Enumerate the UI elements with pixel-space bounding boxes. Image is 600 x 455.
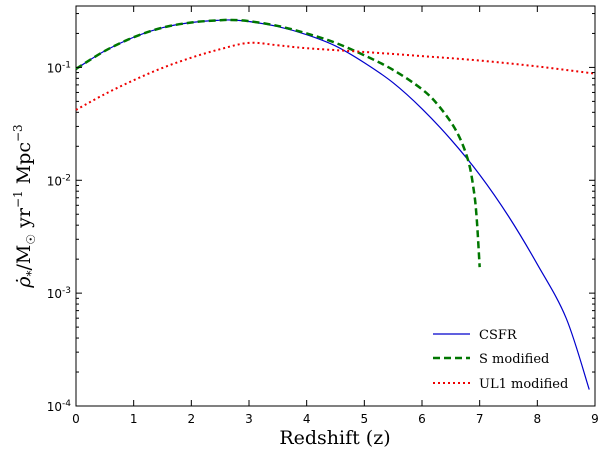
x-tick-label-6: 6	[418, 412, 426, 426]
y-axis-title-mpc-exp: −3	[11, 124, 25, 142]
y-axis-title-sub: *	[24, 271, 38, 277]
x-axis-title: Redshift (z)	[279, 427, 390, 449]
y-axis-title-yr-exp: −1	[11, 190, 25, 208]
y-axis-title-rho: ρ̇	[13, 276, 35, 289]
y-tick-label-2: 10-2	[47, 173, 71, 188]
legend-label-ul1-modified: UL1 modified	[479, 377, 568, 392]
y-axis-title-yr: yr	[13, 207, 35, 234]
x-tick-label-5: 5	[361, 412, 369, 426]
y-tick-label-0: 10-4	[47, 399, 72, 414]
legend-label-s-modified: S modified	[479, 352, 549, 367]
y-tick-label-1: 10-3	[47, 286, 71, 301]
x-tick-label-9: 9	[591, 412, 599, 426]
x-tick-label-4: 4	[303, 412, 311, 426]
series-line-s-modified	[75, 18, 481, 268]
x-tick-label-3: 3	[245, 412, 253, 426]
legend-label-csfr: CSFR	[479, 328, 518, 343]
plot-area	[75, 5, 596, 407]
x-tick-label-0: 0	[72, 412, 80, 426]
legend: CSFR S modified UL1 modified	[433, 328, 568, 392]
x-tick-label-8: 8	[534, 412, 542, 426]
series-layer	[75, 18, 596, 390]
y-axis-title-m: /M	[13, 245, 35, 271]
series-line-ul1-modified	[75, 41, 596, 111]
x-tick-label-2: 2	[188, 412, 196, 426]
y-axis-title-mpc: Mpc	[13, 142, 35, 190]
x-tick-label-1: 1	[130, 412, 138, 426]
axis-ticks: 0 1 2 3 4 5 6 7 8 9 10-4 10-3 10-2 10-1	[47, 6, 599, 426]
y-tick-label-3: 10-1	[47, 60, 71, 75]
y-axis-title: ρ̇*/M☉ yr−1 Mpc−3	[11, 124, 38, 288]
x-tick-label-7: 7	[476, 412, 484, 426]
y-axis-title-sun: ☉	[24, 234, 38, 245]
